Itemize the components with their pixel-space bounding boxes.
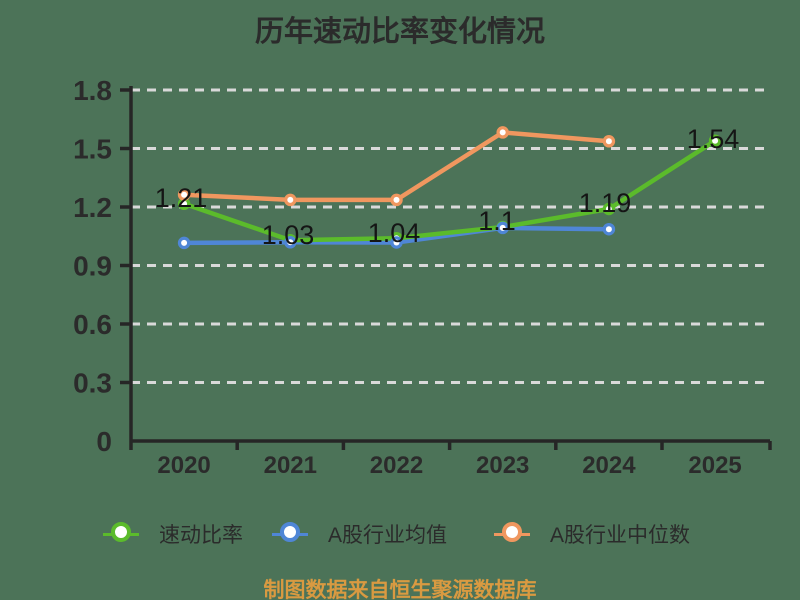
svg-text:2020: 2020 (157, 452, 210, 479)
svg-text:2024: 2024 (582, 452, 636, 479)
svg-text:0.9: 0.9 (73, 251, 112, 282)
svg-text:1.5: 1.5 (73, 134, 112, 165)
svg-text:1.1: 1.1 (478, 206, 516, 236)
svg-text:0.6: 0.6 (73, 309, 112, 340)
svg-text:2021: 2021 (264, 452, 317, 479)
svg-text:1.03: 1.03 (262, 220, 315, 250)
svg-text:1.21: 1.21 (155, 183, 208, 213)
svg-text:1.04: 1.04 (368, 218, 421, 248)
svg-text:2025: 2025 (688, 452, 741, 479)
svg-text:0.3: 0.3 (73, 368, 112, 399)
svg-text:2023: 2023 (476, 452, 529, 479)
svg-text:0: 0 (96, 426, 112, 457)
svg-text:1.2: 1.2 (73, 192, 112, 223)
svg-text:1.19: 1.19 (579, 188, 632, 218)
svg-text:1.8: 1.8 (73, 75, 112, 106)
svg-text:1.54: 1.54 (687, 124, 740, 154)
svg-text:2022: 2022 (370, 452, 423, 479)
